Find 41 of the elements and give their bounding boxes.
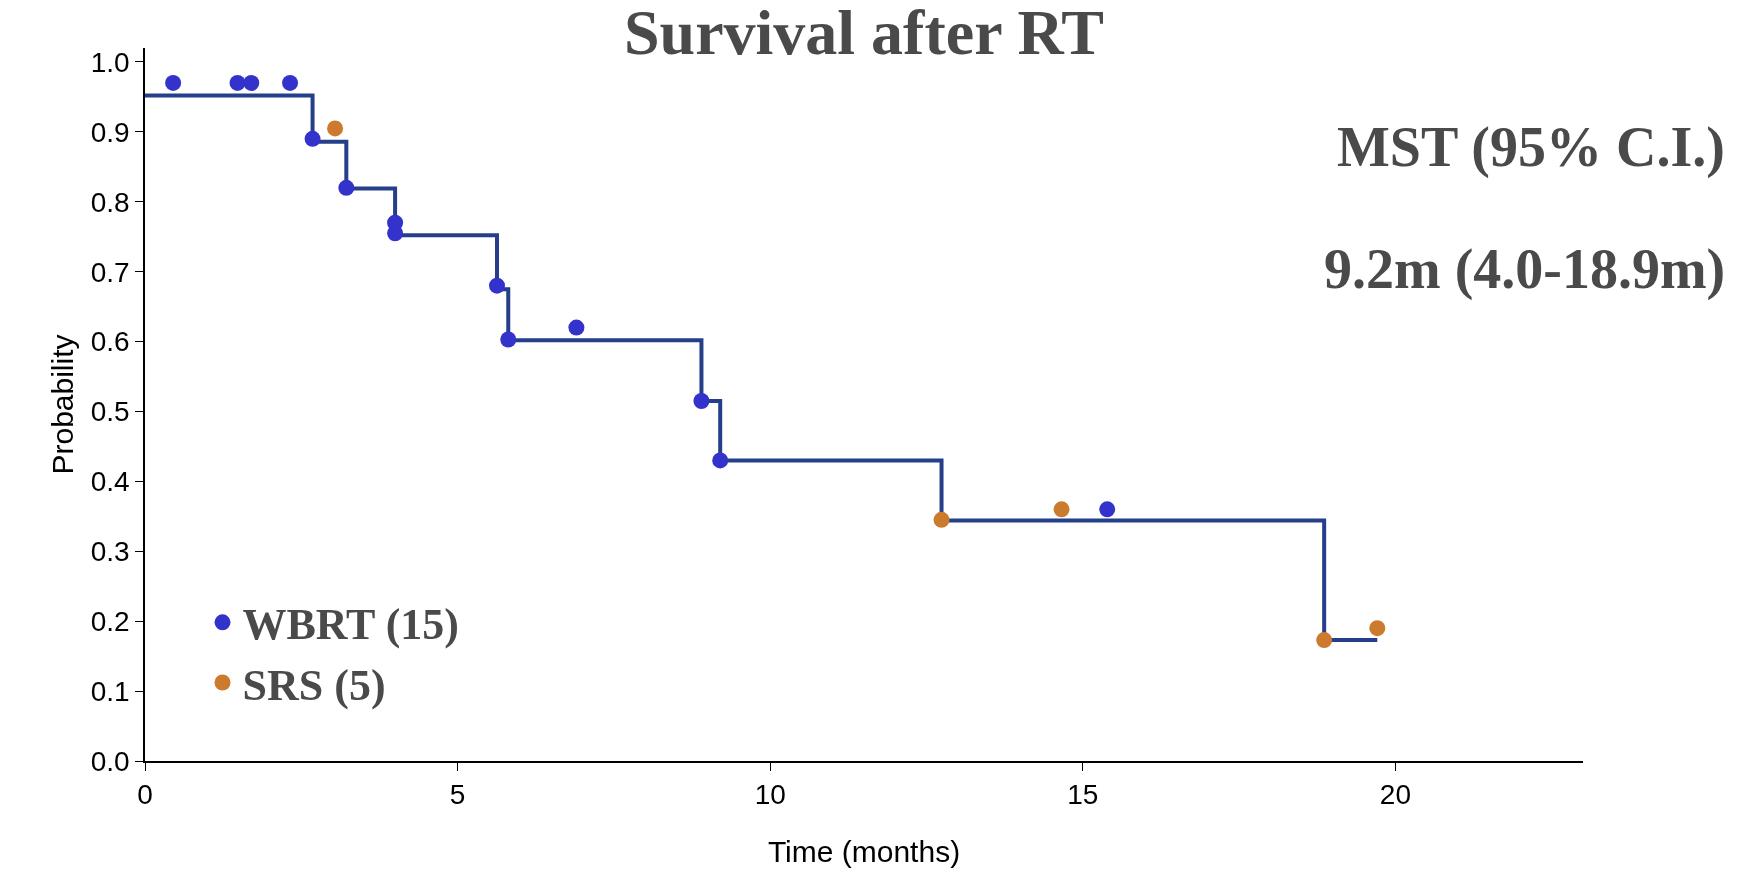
- x-axis-title: Time (months): [767, 834, 961, 868]
- point: [693, 393, 710, 409]
- y-tick-label: 0.0: [90, 745, 130, 777]
- x-tick-label: 10: [754, 779, 786, 811]
- point: [1099, 501, 1116, 518]
- annotation: MST (95% C.I.): [1337, 116, 1725, 179]
- x-tick-label: 15: [1067, 779, 1099, 811]
- x-tick-label: 0: [137, 779, 153, 811]
- y-tick-label: 0.4: [90, 466, 130, 498]
- point: [1316, 632, 1333, 649]
- y-tick-label: 0.2: [90, 606, 130, 637]
- x-tick-label: 20: [1379, 779, 1412, 811]
- point: [712, 452, 729, 469]
- point: [1369, 620, 1386, 637]
- chart-title: Survival after RT: [623, 0, 1105, 68]
- point: [165, 74, 182, 91]
- y-tick-label: 0.7: [90, 256, 130, 288]
- point: [282, 74, 299, 91]
- point: [933, 511, 950, 528]
- y-tick-label: 0.5: [90, 396, 130, 428]
- point: [489, 277, 505, 294]
- point: [229, 74, 246, 91]
- point: [327, 120, 344, 137]
- point: [387, 225, 404, 242]
- y-tick-label: 0.8: [90, 186, 130, 218]
- point: [500, 331, 517, 348]
- legend-label: WBRT (15): [242, 600, 459, 650]
- point: [1053, 501, 1070, 518]
- annotation: 9.2m (4.0-18.9m): [1324, 238, 1726, 301]
- y-tick-label: 0.9: [90, 116, 130, 148]
- y-tick-label: 1.0: [90, 46, 130, 78]
- point: [568, 319, 585, 336]
- legend-label: SRS (5): [242, 660, 386, 710]
- point: [338, 179, 355, 196]
- point: [243, 74, 260, 91]
- y-axis-title: Probability: [46, 334, 80, 475]
- y-tick-label: 0.3: [90, 536, 130, 568]
- y-tick-label: 0.1: [90, 675, 130, 707]
- x-tick-label: 5: [449, 779, 466, 811]
- y-tick-label: 0.6: [90, 326, 130, 358]
- point: [304, 130, 321, 147]
